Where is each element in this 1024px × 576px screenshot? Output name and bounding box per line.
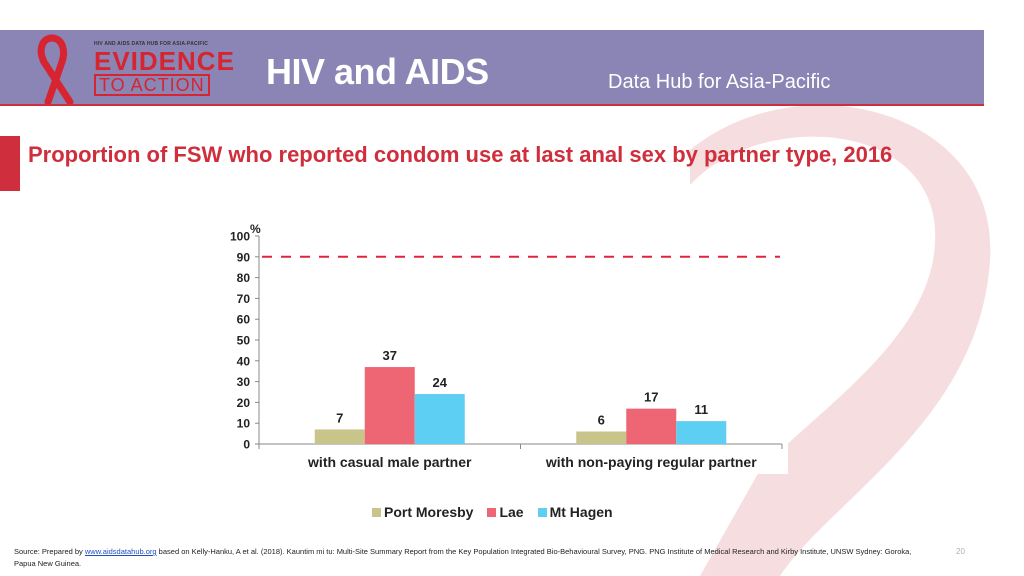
y-tick-label: 40 <box>237 354 251 368</box>
title-accent-bar <box>0 136 20 191</box>
bar <box>414 394 465 444</box>
chart-title: Proportion of FSW who reported condom us… <box>28 142 893 167</box>
bar <box>314 429 365 444</box>
data-label: 37 <box>383 348 397 363</box>
legend-swatch-lae <box>487 507 497 517</box>
header-subtitle: Data Hub for Asia-Pacific <box>608 71 831 93</box>
logo-action-text: TO ACTION <box>94 74 210 96</box>
chart-legend: Port Moresby Lae Mt Hagen <box>372 504 613 520</box>
data-label: 6 <box>598 413 605 428</box>
header-band: HIV AND AIDS DATA HUB FOR ASIA-PACIFIC E… <box>0 30 984 106</box>
data-label: 11 <box>694 402 708 417</box>
data-label: 7 <box>336 410 343 425</box>
source-link[interactable]: www.aidsdatahub.org <box>84 547 157 556</box>
logo-small-text: HIV AND AIDS DATA HUB FOR ASIA-PACIFIC <box>94 41 209 47</box>
logo-evidence-text: EVIDENCE <box>94 46 235 76</box>
y-tick-label: 0 <box>243 438 250 452</box>
y-tick-label: 80 <box>237 271 251 285</box>
legend-swatch-port-moresby <box>372 507 381 517</box>
legend-item-port-moresby: Port Moresby <box>372 504 473 520</box>
legend-swatch-mt-hagen <box>537 507 547 517</box>
legend-label-mt-hagen: Mt Hagen <box>549 504 613 520</box>
y-tick-label: 50 <box>237 334 251 348</box>
page-number: 20 <box>956 547 965 556</box>
bar <box>576 431 627 444</box>
source-note: Source: Prepared by www.aidsdatahub.org … <box>14 546 934 570</box>
source-rest: based on Kelly-Hanku, A et al. (2018). K… <box>14 547 912 568</box>
bar <box>364 367 415 444</box>
legend-item-lae: Lae <box>487 504 524 520</box>
source-prefix: Source: Prepared by <box>14 547 85 556</box>
legend-label-port-moresby: Port Moresby <box>384 504 474 520</box>
bar <box>626 408 677 444</box>
y-tick-label: 100 <box>230 230 250 244</box>
data-label: 24 <box>433 375 448 390</box>
y-tick-label: 70 <box>237 292 251 306</box>
legend-item-mt-hagen: Mt Hagen <box>537 504 613 520</box>
y-tick-label: 90 <box>237 250 251 264</box>
evidence-to-action-logo: HIV AND AIDS DATA HUB FOR ASIA-PACIFIC E… <box>18 34 248 104</box>
header-title: HIV and AIDS <box>266 51 489 92</box>
x-category-label: with non-paying regular partner <box>545 454 757 470</box>
y-tick-label: 10 <box>237 417 251 431</box>
y-tick-label: 60 <box>237 313 251 327</box>
legend-label-lae: Lae <box>499 504 524 520</box>
x-category-label: with casual male partner <box>307 454 472 470</box>
y-tick-label: 20 <box>237 396 251 410</box>
bar <box>676 421 727 444</box>
red-ribbon-icon <box>37 34 74 104</box>
y-axis-unit: % <box>250 222 261 236</box>
y-tick-label: 30 <box>237 375 251 389</box>
data-label: 17 <box>644 390 658 405</box>
